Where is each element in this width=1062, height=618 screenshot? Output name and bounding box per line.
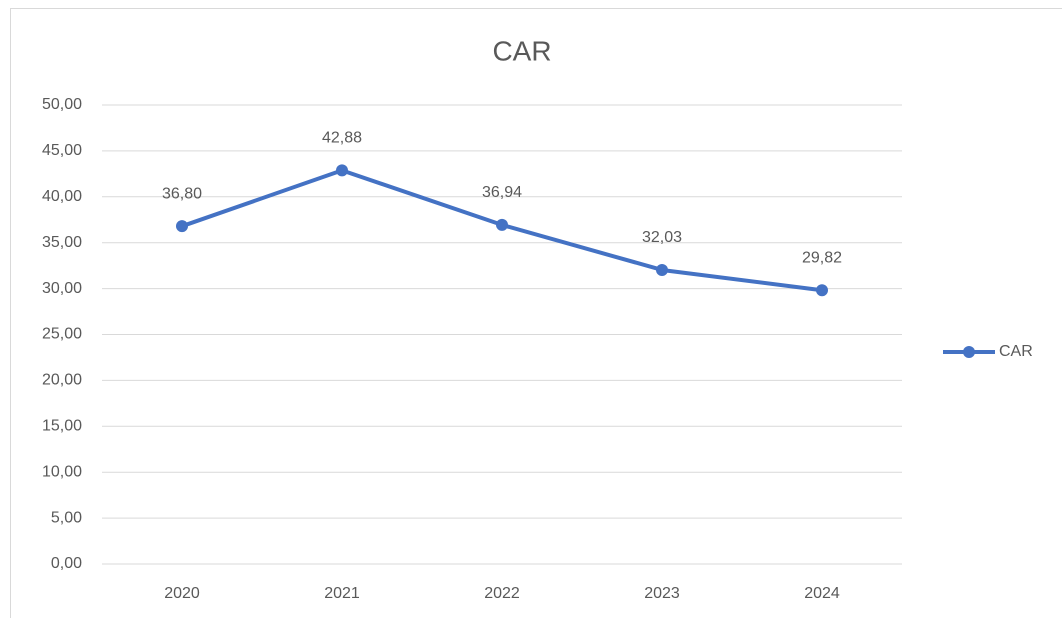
data-label: 36,80: [162, 185, 202, 202]
y-tick-label: 45,00: [42, 142, 82, 159]
y-tick-label: 40,00: [42, 188, 82, 205]
y-tick-label: 35,00: [42, 234, 82, 251]
y-tick-label: 30,00: [42, 280, 82, 297]
y-tick-label: 5,00: [51, 509, 82, 526]
marker: [496, 218, 508, 231]
data-label: 42,88: [322, 130, 362, 147]
chart-border: [10, 8, 1062, 618]
y-tick-label: 20,00: [42, 372, 82, 389]
y-tick-label: 10,00: [42, 463, 82, 480]
x-tick-label: 2021: [324, 585, 360, 602]
legend-label: CAR: [999, 343, 1033, 360]
data-label: 36,94: [482, 184, 522, 201]
marker: [816, 284, 828, 297]
y-tick-label: 0,00: [51, 555, 82, 572]
x-tick-label: 2020: [164, 585, 200, 602]
legend-marker: [963, 346, 975, 358]
x-tick-label: 2023: [644, 585, 680, 602]
y-tick-label: 50,00: [42, 96, 82, 113]
data-label: 32,03: [642, 229, 682, 246]
y-tick-label: 25,00: [42, 326, 82, 343]
x-tick-label: 2022: [484, 585, 520, 602]
marker: [176, 220, 188, 233]
data-label: 29,82: [802, 249, 842, 266]
x-tick-label: 2024: [804, 585, 840, 602]
marker: [336, 164, 348, 177]
y-tick-label: 15,00: [42, 418, 82, 435]
chart-title: CAR: [492, 35, 551, 66]
marker: [656, 263, 668, 276]
